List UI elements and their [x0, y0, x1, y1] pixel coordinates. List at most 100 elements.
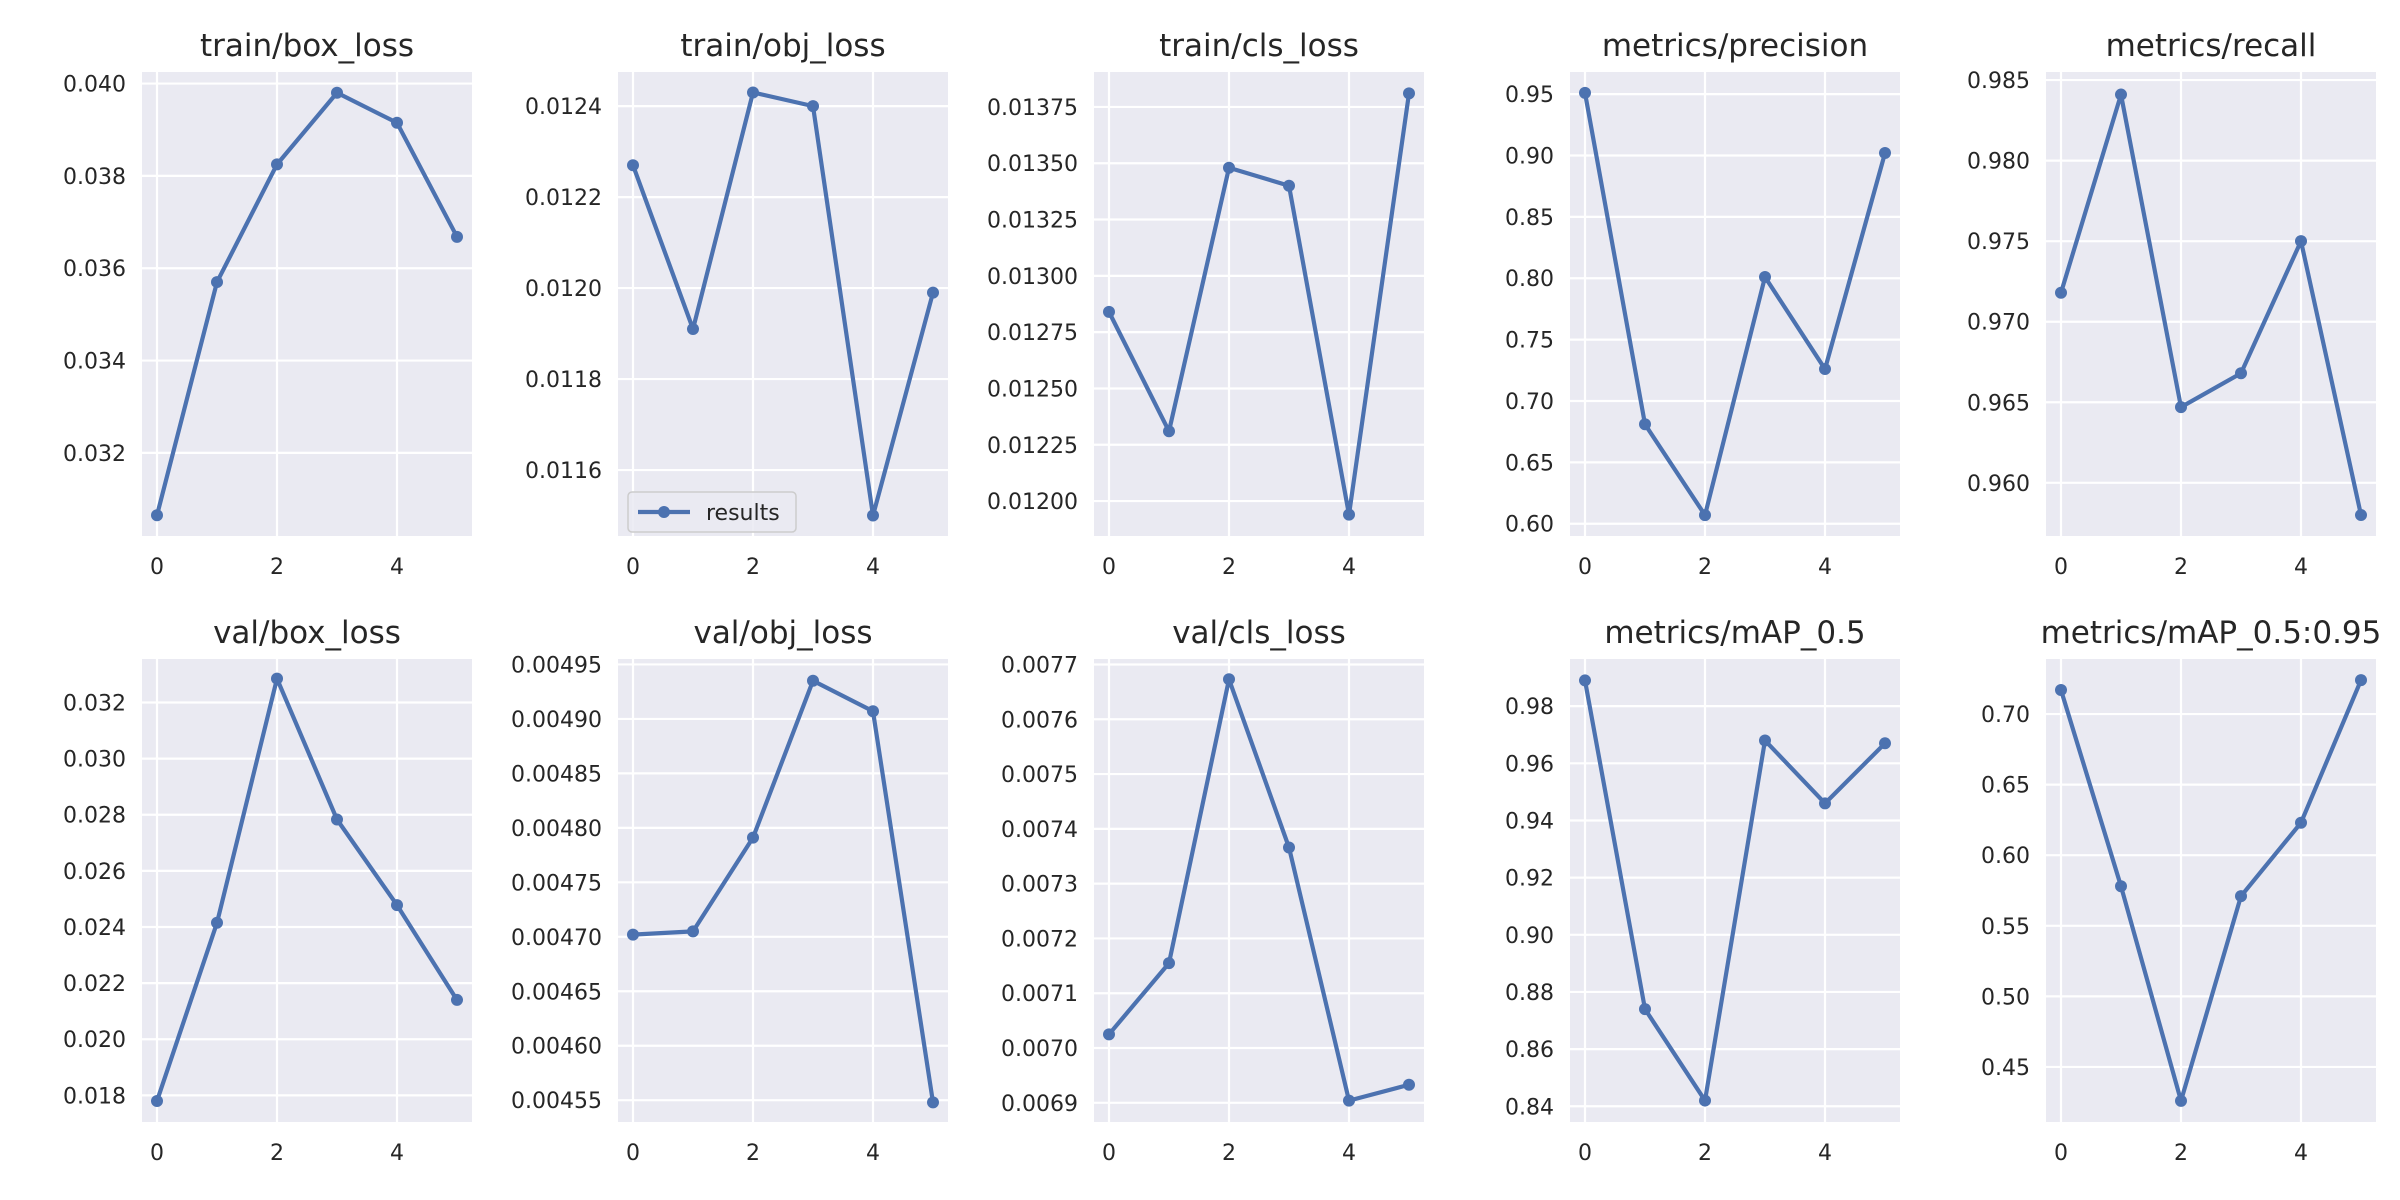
series-line [2058, 678, 2364, 1103]
data-point [2055, 684, 2067, 697]
data-point [2235, 890, 2247, 903]
data-point [2295, 235, 2307, 248]
panel-title: val/box_loss [213, 615, 401, 651]
y-tick-label: 0.040 [63, 73, 126, 98]
legend-box [627, 491, 797, 533]
y-tick-label: 0.0072 [1001, 927, 1078, 952]
y-tick-label: 0.030 [63, 748, 126, 773]
y-tick-label: 0.024 [63, 916, 126, 941]
data-point [2115, 880, 2127, 893]
x-tick-label: 0 [1578, 1141, 1592, 1166]
data-point [1879, 147, 1891, 160]
series-line [1582, 90, 1888, 518]
x-tick-label: 2 [746, 555, 760, 580]
series-line [1106, 91, 1412, 517]
x-tick-label: 2 [270, 555, 284, 580]
data-point [1163, 425, 1175, 438]
y-tick-label: 0.98 [1505, 695, 1554, 720]
y-tick-label: 0.84 [1505, 1095, 1554, 1120]
x-tick-label: 2 [1698, 555, 1712, 580]
series-line [154, 90, 460, 518]
y-tick-label: 0.65 [1981, 774, 2030, 799]
y-tick-label: 0.70 [1505, 390, 1554, 415]
x-tick-label: 2 [1222, 555, 1236, 580]
data-point [2175, 401, 2187, 414]
data-point [211, 276, 223, 289]
y-tick-label: 0.036 [63, 257, 126, 282]
data-point [1343, 1094, 1355, 1107]
data-point [2055, 286, 2067, 299]
data-point [2235, 367, 2247, 380]
panel-6: val/box_loss 0.018 0.020 0.022 0.024 0.026 0.0… [63, 615, 472, 1166]
y-tick-label: 0.960 [1967, 472, 2030, 497]
y-tick-label: 0.970 [1967, 311, 2030, 336]
x-tick-label: 0 [2054, 1141, 2068, 1166]
data-point [2355, 509, 2367, 522]
y-tick-label: 0.0074 [1001, 818, 1078, 843]
y-tick-label: 0.55 [1981, 915, 2030, 940]
data-point [1223, 161, 1235, 174]
x-tick-label: 4 [2294, 555, 2308, 580]
y-tick-label: 0.0071 [1001, 982, 1078, 1007]
data-point [1639, 1003, 1651, 1016]
data-point [1343, 508, 1355, 521]
y-tick-label: 0.80 [1505, 267, 1554, 292]
data-point [331, 813, 343, 826]
panel-3: train/cls_loss 0.01200 0.01225 0.01250 0.012… [987, 28, 1424, 580]
panel-title: train/obj_loss [680, 28, 885, 64]
x-tick-label: 2 [1222, 1141, 1236, 1166]
x-tick-label: 0 [626, 555, 640, 580]
data-point [451, 993, 463, 1006]
y-tick-label: 0.038 [63, 165, 126, 190]
data-point [627, 928, 639, 941]
y-tick-label: 0.032 [63, 691, 126, 716]
y-tick-label: 0.034 [63, 350, 126, 375]
data-point [1819, 797, 1831, 810]
data-point [1283, 841, 1295, 854]
data-point [1759, 270, 1771, 283]
series-line [154, 676, 460, 1104]
data-point [1879, 737, 1891, 750]
data-point [927, 286, 939, 299]
plot-area [2046, 659, 2376, 1122]
y-tick-label: 0.88 [1505, 981, 1554, 1006]
data-point [627, 159, 639, 172]
series-line [630, 678, 936, 1105]
data-point [2175, 1094, 2187, 1107]
plot-area [142, 659, 472, 1122]
data-point [867, 509, 879, 522]
y-tick-label: 0.0116 [525, 459, 602, 484]
x-tick-label: 0 [1102, 555, 1116, 580]
panel-9: metrics/mAP_0.5 0.84 0.86 0.88 0.90 0.92 0.94 0… [1505, 615, 1900, 1166]
panel-7: val/obj_loss 0.00455 0.00460 0.00465 0.00470… [511, 615, 948, 1166]
series-line [2058, 92, 2364, 518]
y-tick-label: 0.0076 [1001, 708, 1078, 733]
x-tick-label: 4 [1342, 555, 1356, 580]
x-tick-label: 4 [390, 555, 404, 580]
y-tick-label: 0.01225 [987, 434, 1078, 459]
y-tick-label: 0.60 [1505, 513, 1554, 538]
y-tick-label: 0.965 [1967, 391, 2030, 416]
data-point [211, 916, 223, 929]
y-tick-label: 0.0122 [525, 186, 602, 211]
x-tick-label: 4 [866, 555, 880, 580]
data-point [927, 1096, 939, 1109]
plot-area [1094, 659, 1424, 1122]
x-tick-label: 2 [270, 1141, 284, 1166]
panel-10: metrics/mAP_0.5:0.95 0.45 0.50 0.55 0.60 0.65… [1981, 615, 2381, 1166]
x-tick-label: 0 [2054, 555, 2068, 580]
y-tick-label: 0.00490 [511, 708, 602, 733]
data-point [2295, 816, 2307, 829]
x-tick-label: 4 [1818, 555, 1832, 580]
y-tick-label: 0.01375 [987, 96, 1078, 121]
y-tick-label: 0.00480 [511, 817, 602, 842]
y-tick-label: 0.022 [63, 972, 126, 997]
y-tick-label: 0.0118 [525, 368, 602, 393]
data-point [687, 323, 699, 336]
x-tick-label: 2 [2174, 555, 2188, 580]
y-tick-label: 0.50 [1981, 985, 2030, 1010]
data-point [391, 899, 403, 912]
legend-label: results [706, 501, 780, 526]
y-tick-label: 0.018 [63, 1084, 126, 1109]
data-point [687, 925, 699, 938]
